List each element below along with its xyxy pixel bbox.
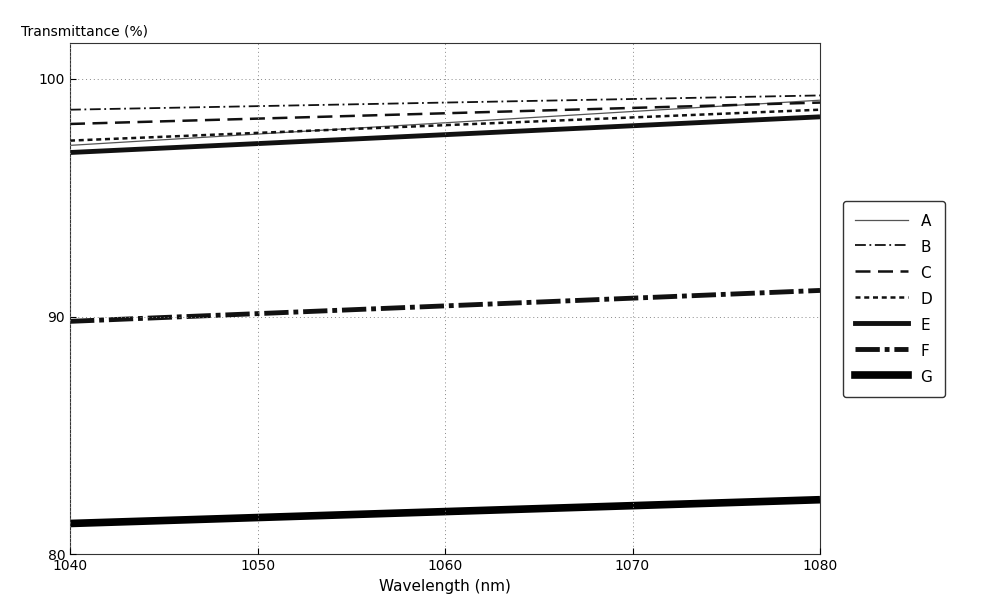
Legend: A, B, C, D, E, F, G: A, B, C, D, E, F, G	[843, 201, 945, 397]
X-axis label: Wavelength (nm): Wavelength (nm)	[379, 579, 511, 594]
C	[425, 110, 437, 118]
D	[64, 137, 76, 144]
C	[679, 103, 691, 110]
C	[470, 108, 482, 116]
B	[510, 97, 522, 105]
Line: F: F	[70, 290, 820, 322]
F	[796, 288, 808, 295]
E	[64, 149, 76, 156]
C	[510, 108, 522, 115]
F	[420, 303, 432, 310]
G	[679, 500, 691, 508]
A	[679, 105, 691, 112]
F	[470, 301, 482, 309]
G	[420, 508, 432, 516]
F	[64, 318, 76, 325]
D	[814, 106, 826, 113]
A	[814, 97, 826, 104]
G	[796, 496, 808, 504]
B	[679, 94, 691, 102]
Line: B: B	[70, 95, 820, 110]
Line: E: E	[70, 117, 820, 153]
F	[679, 293, 691, 300]
F	[814, 286, 826, 294]
B	[425, 99, 437, 107]
B	[64, 106, 76, 113]
G	[64, 520, 76, 527]
E	[796, 114, 808, 121]
B	[420, 99, 432, 107]
D	[510, 118, 522, 126]
G	[425, 508, 437, 516]
G	[470, 507, 482, 514]
E	[425, 132, 437, 139]
Text: Transmittance (%): Transmittance (%)	[21, 24, 148, 38]
F	[425, 303, 437, 310]
Line: C: C	[70, 103, 820, 124]
E	[510, 128, 522, 135]
D	[420, 122, 432, 129]
E	[470, 129, 482, 137]
Line: D: D	[70, 110, 820, 140]
B	[796, 92, 808, 99]
Line: A: A	[70, 100, 820, 145]
E	[679, 120, 691, 127]
D	[425, 122, 437, 129]
A	[420, 120, 432, 128]
E	[420, 132, 432, 139]
C	[420, 110, 432, 118]
B	[470, 99, 482, 106]
A	[425, 120, 437, 128]
F	[510, 299, 522, 307]
G	[510, 506, 522, 513]
Line: G: G	[70, 500, 820, 524]
D	[796, 107, 808, 114]
D	[470, 120, 482, 128]
G	[814, 496, 826, 503]
D	[679, 111, 691, 119]
A	[64, 142, 76, 149]
C	[814, 99, 826, 107]
C	[796, 99, 808, 107]
E	[814, 113, 826, 121]
A	[470, 117, 482, 124]
C	[64, 120, 76, 128]
A	[796, 97, 808, 105]
A	[510, 115, 522, 122]
B	[814, 92, 826, 99]
